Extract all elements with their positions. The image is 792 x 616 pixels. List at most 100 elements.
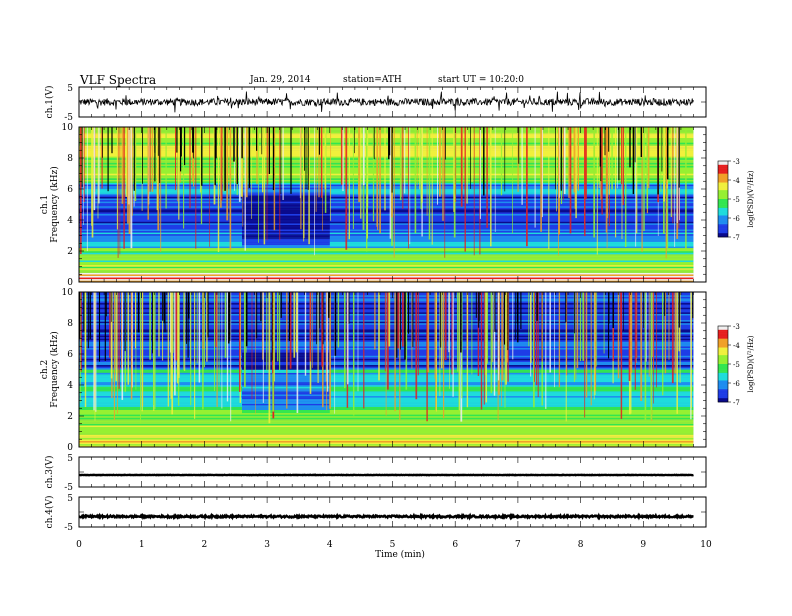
quiet-interval-cell <box>242 215 330 217</box>
quiet-interval-cell <box>242 373 330 375</box>
y-axis-label-line: ch.4(V) <box>44 496 55 529</box>
spectrum-row <box>79 231 693 233</box>
quiet-interval-cell <box>242 385 330 387</box>
y-tick-label: -5 <box>64 113 73 123</box>
y-tick-label: 8 <box>67 154 73 164</box>
spectrum-row <box>79 214 693 216</box>
quiet-interval-cell <box>242 397 330 399</box>
quiet-interval-cell <box>242 410 330 412</box>
spectrum-row <box>79 427 693 429</box>
quiet-interval-cell <box>242 225 330 227</box>
quiet-interval-cell <box>242 239 330 241</box>
y-axis-label: ch.1Frequency (kHz) <box>40 166 60 243</box>
quiet-interval-cell <box>242 382 330 384</box>
spectrum-row <box>79 432 693 434</box>
quiet-interval-cell <box>242 243 330 245</box>
quiet-interval-cell <box>242 380 330 382</box>
spectrum-row <box>79 436 693 438</box>
spectrum-row <box>79 438 693 440</box>
quiet-interval-cell <box>242 352 330 354</box>
quiet-interval-cell <box>242 231 330 233</box>
x-tick-label: 6 <box>452 540 458 550</box>
y-tick-label: 0 <box>67 278 73 288</box>
spectrum-row <box>79 201 693 203</box>
quiet-interval-cell <box>242 201 330 203</box>
y-tick-label: 5 <box>67 84 73 94</box>
quiet-interval-cell <box>242 390 330 392</box>
spectrum-row <box>79 262 693 264</box>
spectrum-row <box>79 248 693 250</box>
quiet-interval-cell <box>242 208 330 210</box>
x-tick-label: 5 <box>390 540 396 550</box>
spectrum-row <box>79 260 693 262</box>
quiet-interval-cell <box>242 394 330 396</box>
quiet-interval-cell <box>242 366 330 368</box>
x-tick-label: 4 <box>327 540 333 550</box>
spectrum-row <box>79 442 693 444</box>
y-tick-label: 2 <box>67 247 73 257</box>
figure-title: VLF Spectra <box>79 73 156 87</box>
quiet-interval-cell <box>242 200 330 202</box>
spectrum-row <box>79 274 693 276</box>
spectrum-row <box>79 265 693 267</box>
quiet-interval-cell <box>242 354 330 356</box>
spectrum-row <box>79 421 693 423</box>
spectrum-row <box>79 419 693 421</box>
y-axis-label: ch.3(V) <box>44 456 55 489</box>
quiet-interval-cell <box>242 212 330 214</box>
quiet-interval-cell <box>242 374 330 376</box>
station-label: station=ATH <box>343 75 402 85</box>
colorbar-tick-label: -5 <box>733 196 740 204</box>
y-tick-label: 6 <box>67 185 73 195</box>
quiet-interval-cell <box>242 194 330 196</box>
colorbar-tick-label: -3 <box>733 323 740 331</box>
spectrum-row <box>79 253 693 255</box>
quiet-interval-cell <box>242 237 330 239</box>
spectrum-row <box>79 209 693 211</box>
quiet-interval-cell <box>242 363 330 365</box>
x-tick-label: 0 <box>76 540 82 550</box>
spectrum-row <box>79 232 693 234</box>
start-time-label: start UT = 10:20:0 <box>438 75 524 85</box>
spectrum-row <box>79 222 693 224</box>
spectrum-row <box>79 273 693 275</box>
colorbar-tick-label: -7 <box>733 399 740 407</box>
spectrum-row <box>79 239 693 241</box>
quiet-interval-cell <box>242 234 330 236</box>
y-tick-label: 5 <box>67 454 73 464</box>
quiet-interval-cell <box>242 223 330 225</box>
quiet-interval-cell <box>242 388 330 390</box>
spectrum-row <box>79 237 693 239</box>
spectrum-row <box>79 416 693 418</box>
quiet-interval-cell <box>242 228 330 230</box>
quiet-interval-cell <box>242 232 330 234</box>
ch4-waveform-panel: 5-5ch.4(V) <box>44 494 706 533</box>
y-axis-label-line: Frequency (kHz) <box>49 331 60 408</box>
spectrum-row <box>79 276 693 278</box>
x-tick-label: 7 <box>515 540 521 550</box>
y-axis-label-line: ch.2 <box>40 360 50 379</box>
colorbar-label: log(PSD)(V²/Hz) <box>747 335 755 392</box>
colorbar-tick-label: -6 <box>733 215 740 223</box>
spectrum-row <box>79 424 693 426</box>
waveform-trace <box>79 92 694 113</box>
y-tick-label: 10 <box>62 123 74 133</box>
y-tick-label: 2 <box>67 412 73 422</box>
spectrum-row <box>79 217 693 219</box>
spectrum-row <box>79 228 693 230</box>
quiet-interval-cell <box>242 402 330 404</box>
y-tick-label: 6 <box>67 350 73 360</box>
quiet-interval-cell <box>242 205 330 207</box>
quiet-interval-cell <box>242 405 330 407</box>
quiet-interval-cell <box>242 187 330 189</box>
spectrum-row <box>79 271 693 273</box>
spectrum-row <box>79 203 693 205</box>
spectrum-row <box>79 425 693 427</box>
quiet-interval-cell <box>242 401 330 403</box>
spectrum-row <box>79 225 693 227</box>
spectrum-row <box>79 279 693 281</box>
